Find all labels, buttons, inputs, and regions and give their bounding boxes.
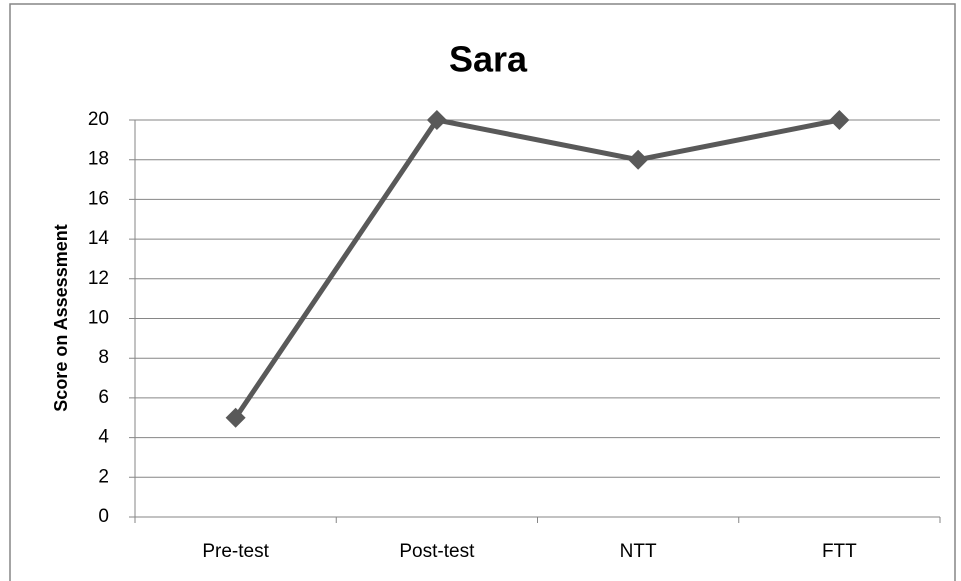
line (233, 117, 840, 420)
y-tick-label: 6 (98, 387, 109, 408)
y-tick-label: 2 (98, 466, 109, 487)
x-tick-label: FTT (822, 541, 857, 562)
chart-border (9, 3, 956, 581)
y-tick-label: 8 (98, 347, 109, 368)
marker (225, 407, 246, 428)
x-tick-label: Pre-test (202, 541, 269, 562)
y-tick-label: 0 (98, 506, 109, 527)
y-tick-label: 12 (88, 268, 109, 289)
y-tick-label: 10 (88, 308, 109, 329)
y-tick-label: 16 (88, 188, 109, 209)
y-axis-label: Score on Assessment (51, 224, 71, 411)
x-tick-label: Post-test (399, 541, 475, 562)
marker (829, 110, 850, 130)
y-tick-label: 14 (88, 228, 110, 249)
y-tick-label: 4 (98, 427, 109, 448)
y-tick-label: 18 (88, 149, 109, 170)
x-tick-label: NTT (620, 541, 657, 562)
y-tick-label: 20 (88, 109, 109, 130)
chart-title: Sara (449, 39, 528, 80)
marker (628, 149, 649, 170)
marker (426, 110, 447, 130)
